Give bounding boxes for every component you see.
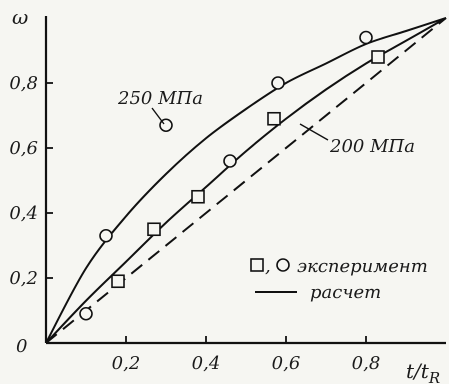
- curves: [45, 17, 447, 344]
- point-square-3: [267, 111, 281, 126]
- legend-circle-marker: [276, 258, 290, 272]
- y-tick-label-2: 0,6: [9, 138, 38, 159]
- annotation-200: 200 МПа: [329, 136, 415, 157]
- y-tick-label-1: 0,4: [9, 203, 38, 224]
- y-axis-label: ω: [12, 5, 28, 29]
- x-tick-label-2: 0,6: [272, 353, 301, 374]
- y-ticks: 0,2 0,4 0,6 0,8: [9, 73, 53, 289]
- y-tick-label-0: 0,2: [9, 268, 38, 289]
- point-circle-5: [359, 30, 373, 45]
- annotation-250: 250 МПа: [117, 88, 203, 109]
- x-ticks: 0,2 0,4 0,6 0,8: [112, 336, 381, 374]
- legend-calc-label: расчет: [310, 282, 381, 303]
- point-square-0: [111, 274, 125, 289]
- point-square-4: [371, 50, 385, 64]
- x-axis-label: t/tR: [406, 359, 440, 384]
- annotation-200-leader: [299, 123, 329, 141]
- legend-experiment-label: эксперимент: [297, 256, 428, 277]
- point-square-2: [191, 189, 205, 204]
- point-circle-0: [79, 306, 93, 321]
- legend-comma: ,: [265, 256, 271, 277]
- annotation-250-leader: [151, 107, 165, 125]
- point-square-1: [147, 222, 161, 237]
- y-tick-label-3: 0,8: [9, 73, 38, 94]
- origin-label: 0: [16, 336, 27, 357]
- point-circle-4: [271, 76, 285, 90]
- x-tick-label-3: 0,8: [352, 353, 381, 374]
- legend: , эксперимент расчет: [250, 256, 428, 303]
- x-tick-label-0: 0,2: [112, 353, 141, 374]
- point-circle-1: [99, 228, 113, 243]
- point-circle-3: [223, 154, 237, 168]
- legend-square-marker: [250, 258, 264, 272]
- series-line-2: [45, 17, 447, 344]
- x-tick-label-1: 0,4: [192, 353, 221, 374]
- data-points: [79, 30, 385, 321]
